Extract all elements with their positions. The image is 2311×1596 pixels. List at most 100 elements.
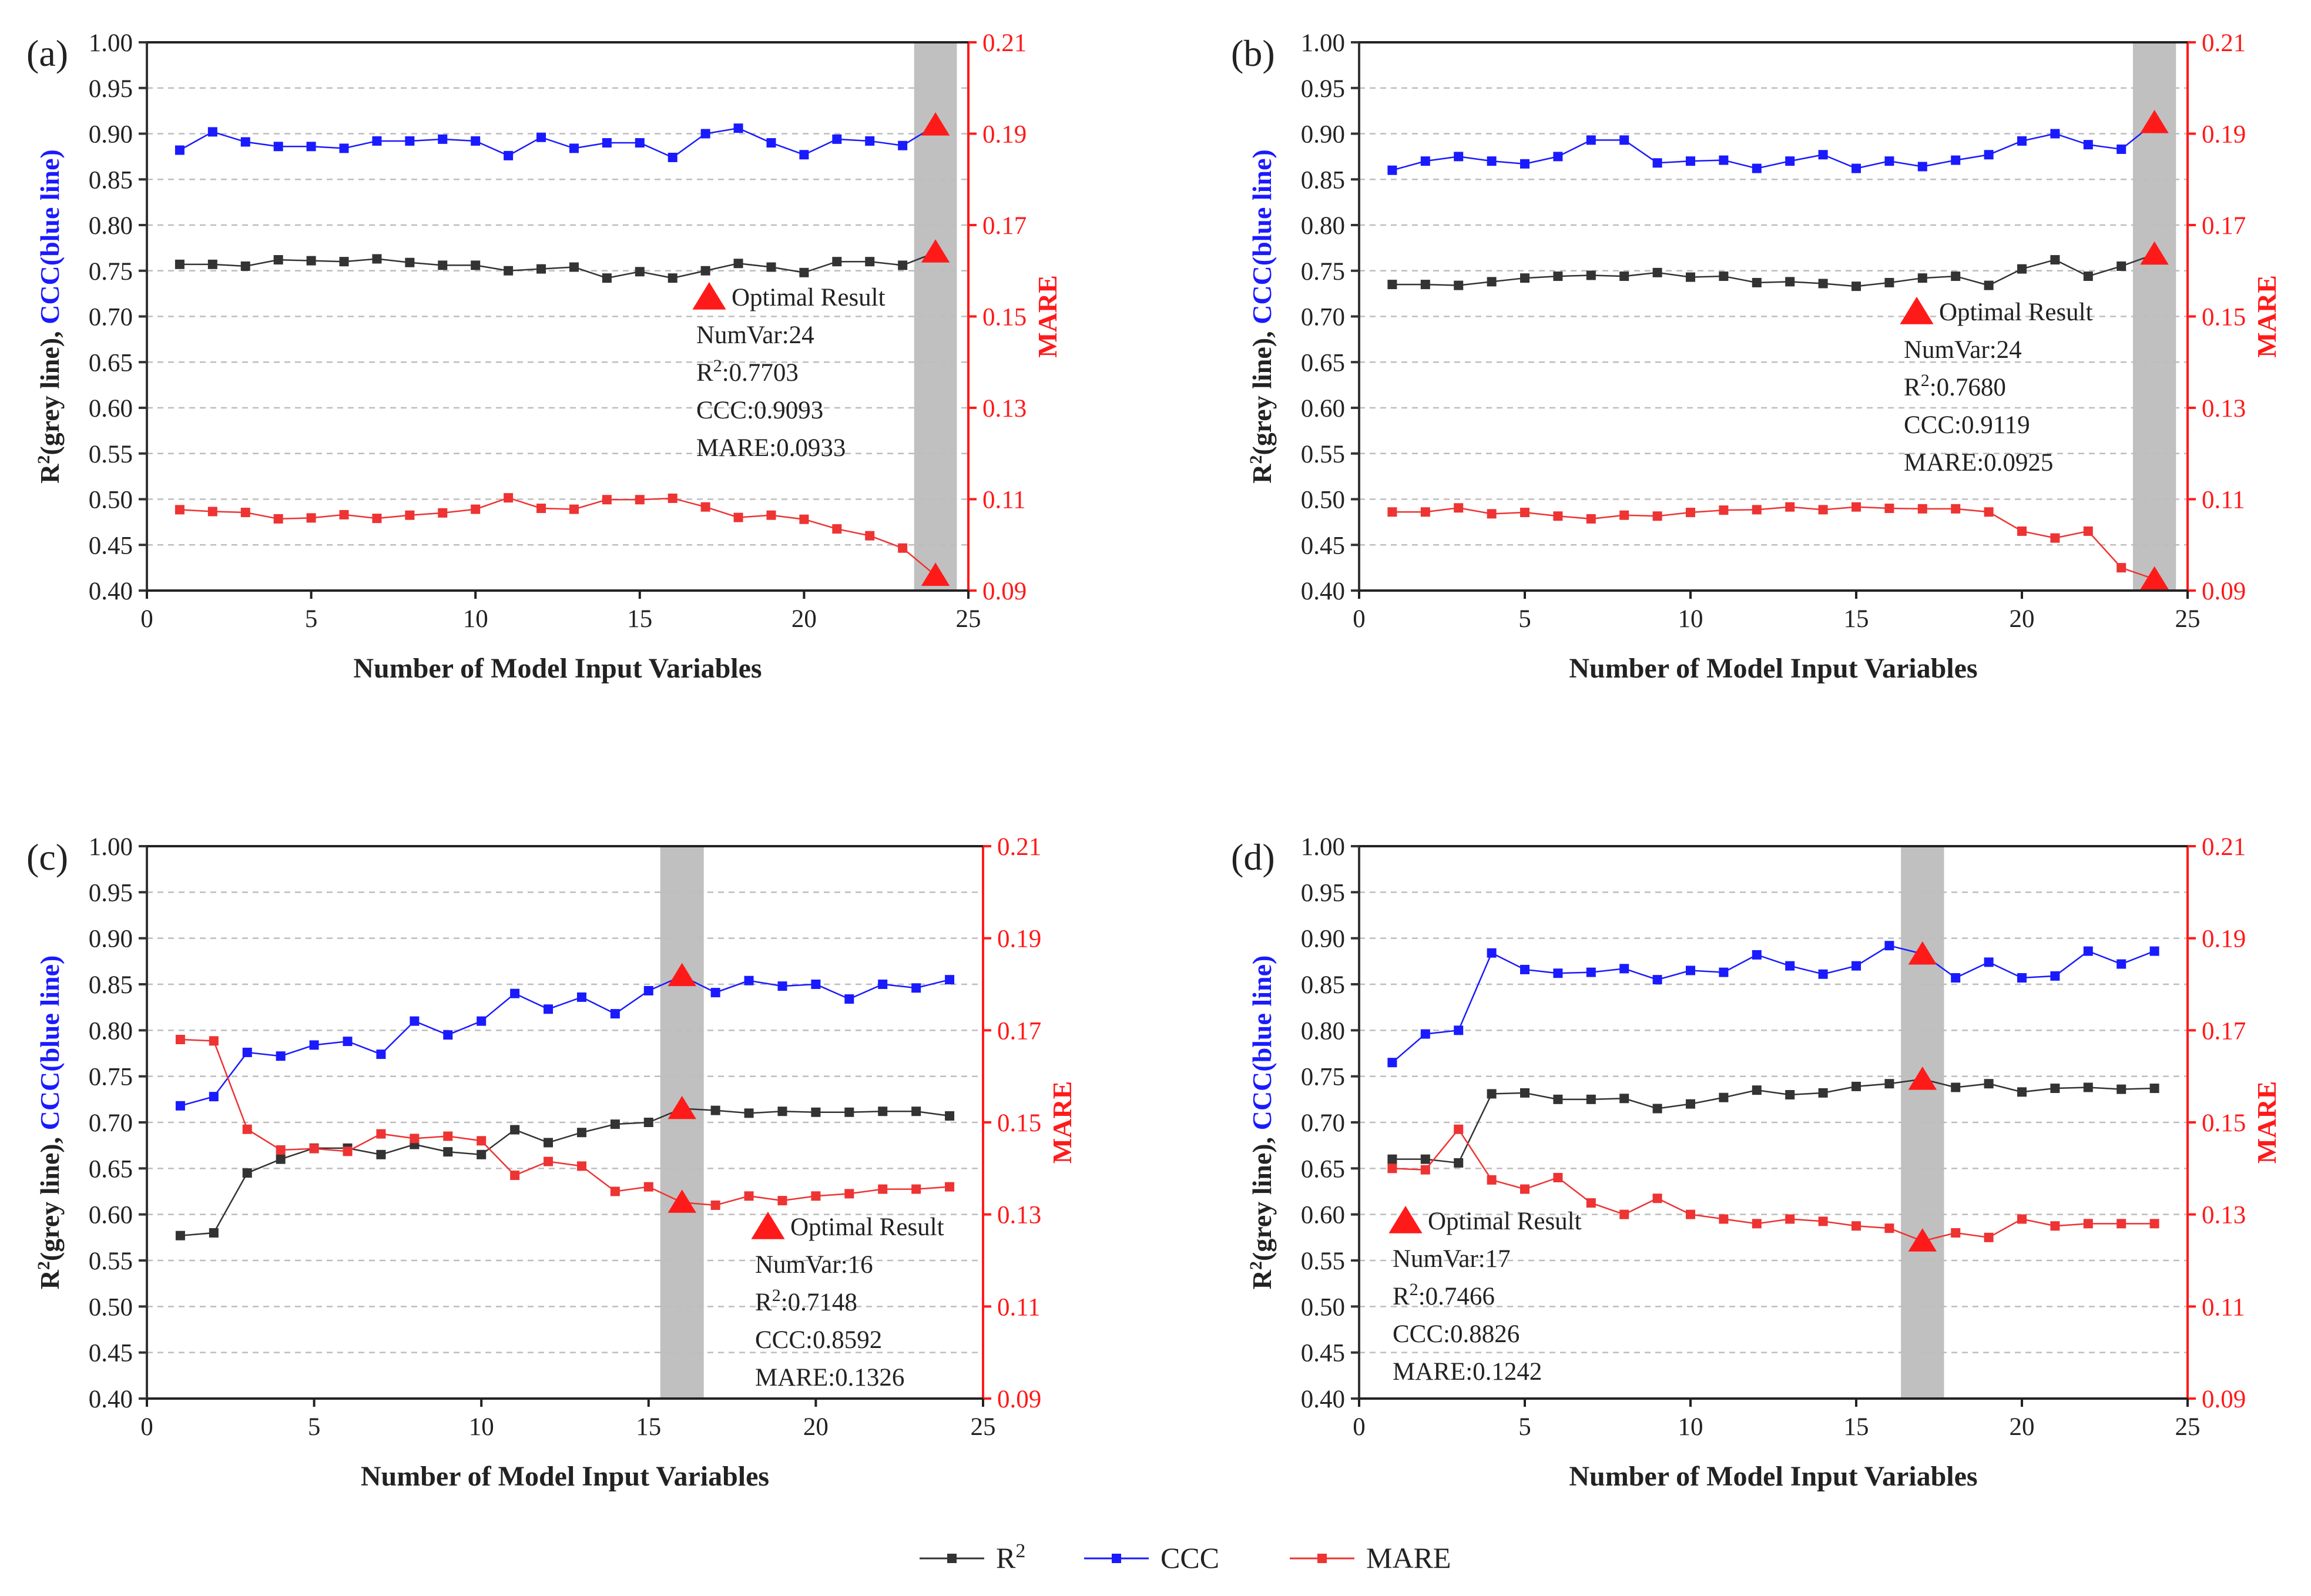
y-left-tick-label: 0.40 — [1301, 578, 1345, 605]
chart-panels: 0.40 0.45 0.50 0.55 0.60 0.65 0.70 0.75 0.80 0.85… — [26, 29, 2282, 1492]
optimal-marker-ccc — [668, 963, 696, 987]
data-point-mare — [510, 1171, 520, 1181]
optimal-marker-mare — [668, 1189, 696, 1213]
data-point-mare — [273, 514, 283, 524]
data-point-r2 — [1785, 1090, 1795, 1099]
series-line-mare — [180, 1038, 950, 1206]
series-ccc — [175, 123, 936, 162]
data-point-mare — [1852, 502, 1861, 512]
data-point-r2 — [1818, 279, 1828, 289]
data-point-mare — [1387, 507, 1397, 517]
data-point-ccc — [1785, 961, 1795, 971]
series-mare — [175, 493, 936, 576]
data-point-ccc — [1719, 155, 1729, 165]
data-point-mare — [898, 543, 908, 553]
data-point-ccc — [1652, 975, 1662, 985]
annotation-r2-sup: 2 — [772, 1286, 781, 1305]
data-point-ccc — [668, 152, 677, 162]
data-point-r2 — [1553, 271, 1563, 281]
data-point-mare — [844, 1189, 854, 1199]
y-right-tick-label: 0.15 — [997, 1109, 1041, 1137]
data-point-r2 — [844, 1107, 854, 1117]
x-tick-label: 20 — [2010, 605, 2035, 633]
data-point-r2 — [865, 257, 875, 267]
data-point-ccc — [1619, 964, 1629, 974]
y-label-grey: (grey line), — [1247, 324, 1277, 455]
annotation-numvar: NumVar:24 — [696, 321, 814, 349]
legend-label: CCC — [1160, 1541, 1219, 1574]
series-line-ccc — [1392, 122, 2155, 171]
y-left-tick-label: 0.75 — [89, 258, 133, 286]
y-label-r-sup: 2 — [34, 1261, 53, 1270]
y-label-r: R — [35, 464, 65, 484]
chart-panel-2: 0.40 0.45 0.50 0.55 0.60 0.65 0.70 0.75 0.80 0.85… — [1231, 29, 2282, 684]
data-point-mare — [1752, 1219, 1762, 1229]
data-point-mare — [766, 510, 776, 520]
data-point-ccc — [1454, 1025, 1464, 1035]
data-point-mare — [1951, 504, 1961, 514]
data-point-r2 — [1619, 271, 1629, 281]
data-point-ccc — [2083, 140, 2093, 150]
data-point-ccc — [242, 1047, 252, 1057]
data-point-mare — [242, 1124, 252, 1134]
data-point-ccc — [777, 981, 787, 991]
y-left-tick-label: 0.95 — [1301, 879, 1345, 907]
data-point-mare — [1785, 1214, 1795, 1224]
data-point-r2 — [1420, 280, 1430, 290]
data-point-ccc — [1387, 1058, 1397, 1068]
data-point-ccc — [175, 1101, 185, 1111]
y-label-r: R — [35, 1269, 65, 1289]
y-label-r-sup: 2 — [1246, 1261, 1266, 1270]
data-point-r2 — [878, 1107, 888, 1116]
y-axis-left-label: R2(grey line), CCC(blue line) — [1246, 955, 1277, 1290]
series-line-r2 — [180, 1108, 950, 1236]
optimal-marker-mare — [921, 562, 950, 586]
data-point-mare — [1586, 1198, 1596, 1208]
data-point-r2 — [510, 1125, 520, 1135]
data-point-ccc — [1586, 135, 1596, 145]
y-right-tick-label: 0.11 — [997, 1293, 1041, 1321]
annotation-r2-prefix: R — [1904, 374, 1921, 401]
data-point-ccc — [443, 1030, 453, 1040]
data-point-ccc — [1951, 973, 1961, 983]
legend-marker — [947, 1554, 957, 1563]
data-point-ccc — [700, 129, 710, 139]
data-point-mare — [376, 1129, 386, 1139]
series-mare — [175, 1035, 955, 1210]
data-point-mare — [744, 1191, 754, 1201]
data-point-mare — [343, 1146, 353, 1156]
x-tick-label: 15 — [1844, 605, 1869, 633]
y-label-r-sup: 2 — [34, 455, 53, 464]
data-point-ccc — [309, 1040, 319, 1050]
y-left-tick-label: 0.65 — [89, 1155, 133, 1183]
data-point-mare — [668, 493, 677, 503]
legend-label-text: MARE — [1366, 1541, 1451, 1574]
data-point-mare — [1619, 510, 1629, 520]
x-axis-label: Number of Model Input Variables — [361, 1461, 769, 1492]
annotation-r2-value: :0.7703 — [722, 359, 799, 387]
data-point-r2 — [576, 1128, 586, 1138]
annotation-r2-sup: 2 — [1410, 1280, 1418, 1299]
data-point-ccc — [504, 150, 514, 160]
series-r2 — [1387, 253, 2155, 291]
y-right-tick-label: 0.19 — [2202, 121, 2246, 149]
data-point-r2 — [2083, 1082, 2093, 1092]
x-tick-label: 5 — [308, 1413, 321, 1441]
data-point-r2 — [477, 1149, 487, 1159]
y-right-tick-label: 0.13 — [2202, 395, 2246, 423]
data-point-r2 — [1917, 273, 1927, 283]
x-tick-label: 5 — [305, 605, 318, 633]
data-point-mare — [569, 504, 579, 514]
data-point-ccc — [1884, 156, 1894, 166]
data-point-ccc — [1420, 1029, 1430, 1039]
y-left-tick-label: 0.60 — [89, 1202, 133, 1229]
data-point-mare — [544, 1156, 554, 1166]
data-point-r2 — [1951, 271, 1961, 281]
data-point-ccc — [273, 142, 283, 152]
annotation-triangle-icon — [1388, 1206, 1423, 1233]
data-point-r2 — [207, 259, 217, 269]
y-right-tick-label: 0.09 — [2202, 1386, 2246, 1413]
data-point-ccc — [898, 140, 908, 150]
legend-label: MARE — [1366, 1541, 1451, 1574]
